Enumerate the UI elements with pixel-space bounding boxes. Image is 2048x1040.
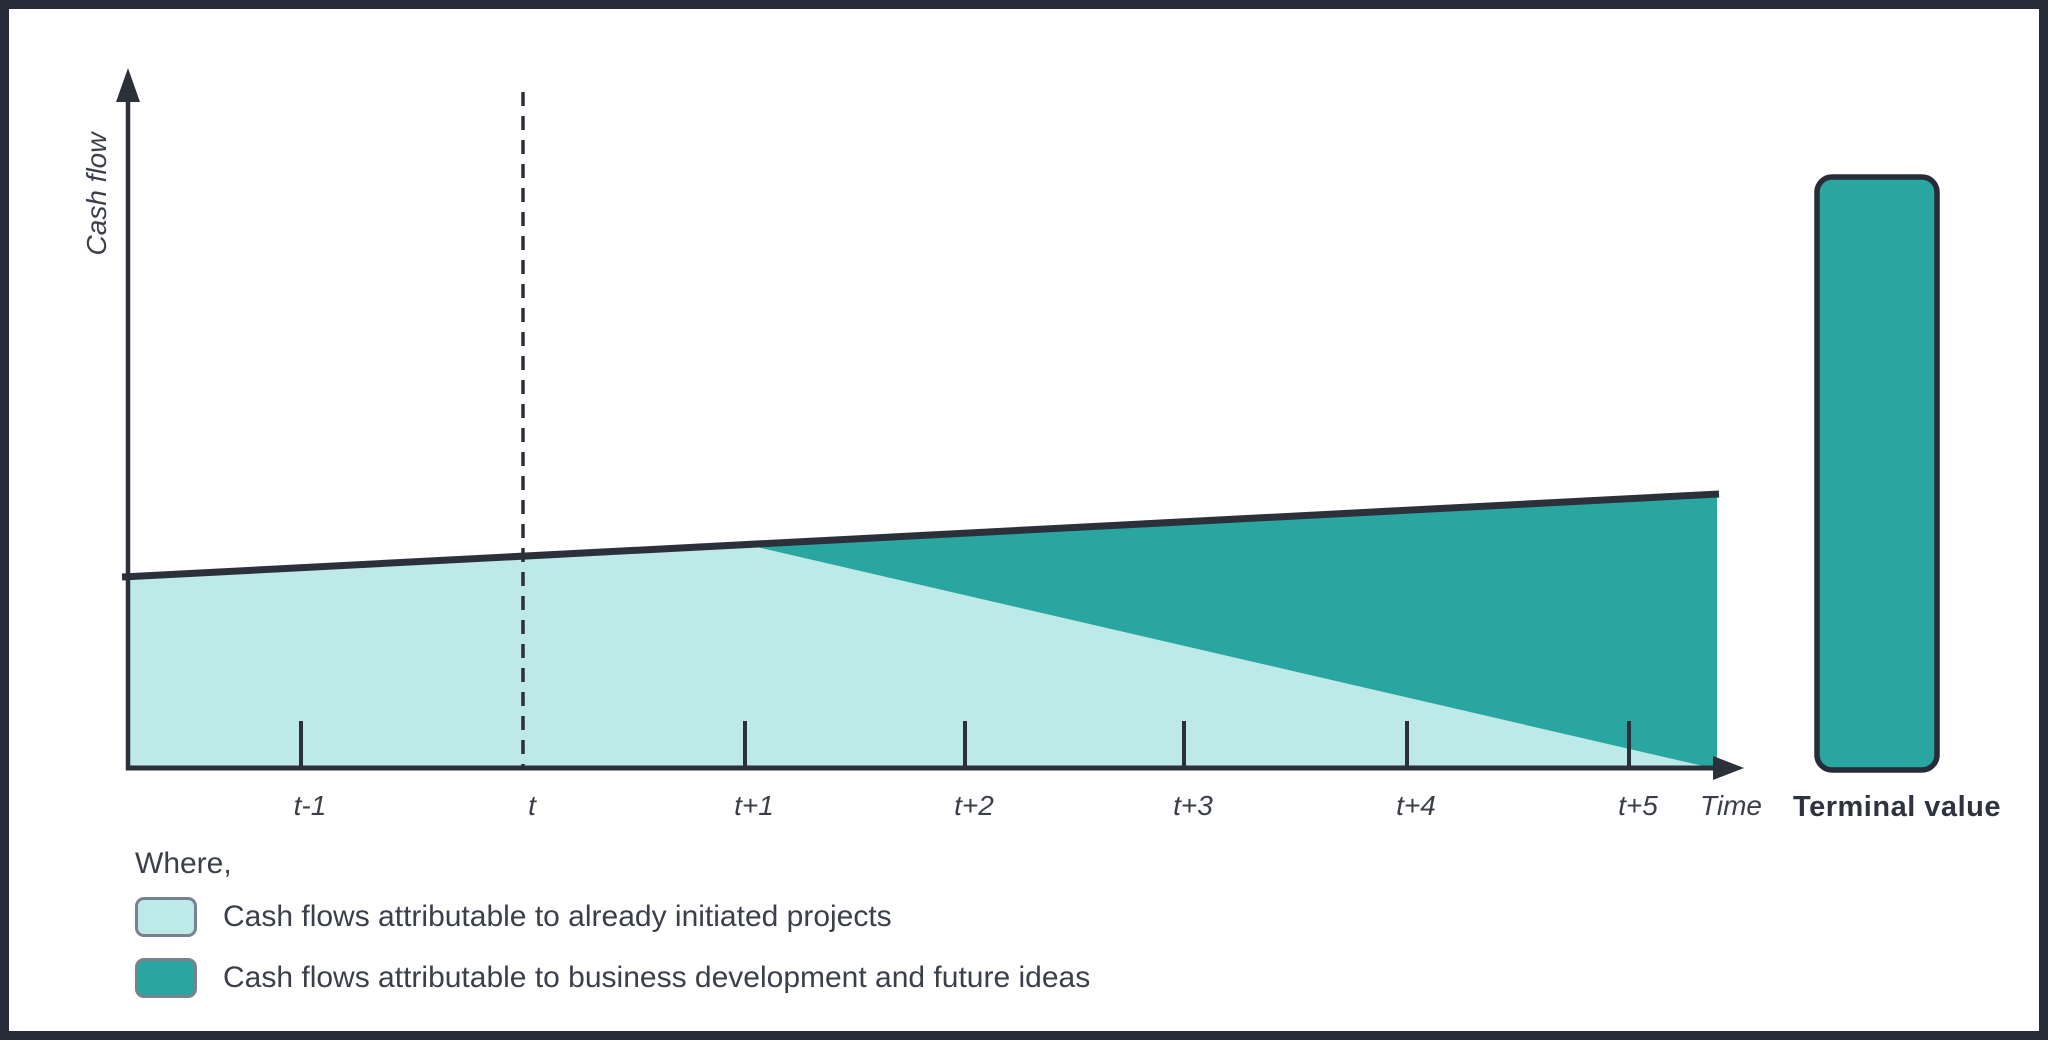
terminal-value-bar [1814, 174, 1940, 773]
x-axis-ticks [299, 721, 1631, 766]
y-axis-title: Cash flow [81, 132, 112, 256]
x-tick-label-t5: t+5 [1618, 790, 1658, 821]
x-axis-arrow-icon [1713, 756, 1744, 780]
legend-intro: Where, [135, 847, 232, 880]
legend: Where, Cash flows attributable to alread… [129, 847, 1090, 1017]
legend-label: Cash flows attributable to business deve… [223, 961, 1091, 994]
terminal-value-label: Terminal value [1793, 791, 2001, 823]
legend-swatch-dark-icon [135, 958, 197, 998]
x-tick-label-t: t [528, 790, 536, 821]
x-tick-label-t2: t+2 [954, 790, 994, 821]
x-tick-label-t4: t+4 [1396, 790, 1436, 821]
cash-flow-line [121, 490, 1720, 581]
y-axis-arrow-icon [116, 68, 140, 102]
area-initiated-projects [126, 545, 1703, 766]
legend-item-initiated-projects: Cash flows attributable to already initi… [135, 895, 1090, 939]
area-business-development [748, 495, 1717, 766]
legend-item-business-development: Cash flows attributable to business deve… [135, 956, 1090, 1000]
legend-label: Cash flows attributable to already initi… [223, 900, 892, 933]
legend-swatch-light-icon [135, 897, 197, 937]
x-tick-label-t3: t+3 [1173, 790, 1213, 821]
x-axis-title: Time [1700, 790, 1762, 821]
x-tick-label-t-1: t-1 [293, 790, 327, 821]
x-tick-label-t1: t+1 [734, 790, 774, 821]
